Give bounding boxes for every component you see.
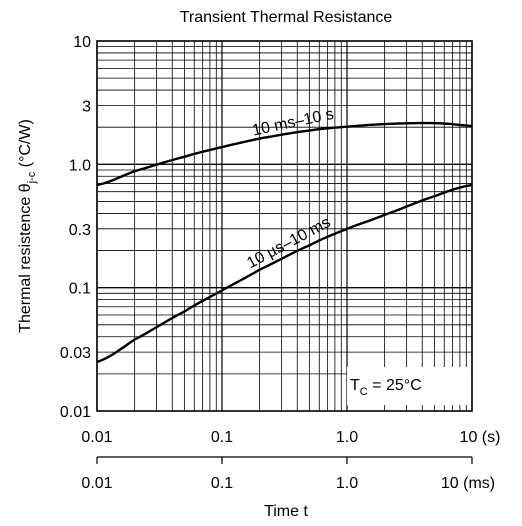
x-tick-label-ms: 0.01 — [81, 475, 112, 492]
y-tick-labels: 10 3 1.0 0.3 0.1 0.03 0.01 — [60, 34, 91, 421]
x-tick-label-ms: 1.0 — [336, 475, 358, 492]
x-tick-label-s: 0.01 — [81, 429, 112, 446]
x-tick-label-s: 1.0 — [336, 429, 358, 446]
curves — [96, 121, 473, 364]
x-tick-labels-milliseconds: 0.01 0.1 1.0 10 (ms) — [81, 457, 495, 492]
series-line-0 — [96, 121, 473, 187]
chart-title: Transient Thermal Resistance — [180, 9, 393, 26]
x-tick-label-ms: 10 (ms) — [441, 475, 495, 492]
x-axis-label: Time t — [264, 503, 308, 520]
y-tick-label: 1.0 — [69, 157, 91, 174]
series-label-10ms-10s: 10 ms–10 s — [251, 106, 335, 140]
x-tick-label-ms: 0.1 — [211, 475, 233, 492]
y-tick-label: 0.3 — [69, 222, 91, 239]
y-axis-label: Thermal resistence θj-c (°C/W) — [17, 119, 38, 333]
y-tick-label: 0.1 — [69, 281, 91, 298]
annotation-background — [347, 367, 471, 405]
plot-grid — [96, 40, 473, 412]
y-tick-label: 10 — [73, 34, 91, 51]
x-tick-labels-seconds: 0.01 0.1 1.0 10 (s) — [81, 429, 500, 446]
annotation-tc: TC = 25°C — [350, 377, 422, 398]
x-tick-label-s: 0.1 — [211, 429, 233, 446]
series-label-10us-10ms: 10 µs–10 ms — [244, 214, 333, 272]
y-tick-label: 3 — [82, 98, 91, 115]
x-tick-label-s: 10 (s) — [460, 429, 501, 446]
plot-frame — [96, 40, 473, 412]
y-tick-label: 0.03 — [60, 345, 91, 362]
series-line-1 — [96, 183, 473, 364]
y-tick-label: 0.01 — [60, 404, 91, 421]
